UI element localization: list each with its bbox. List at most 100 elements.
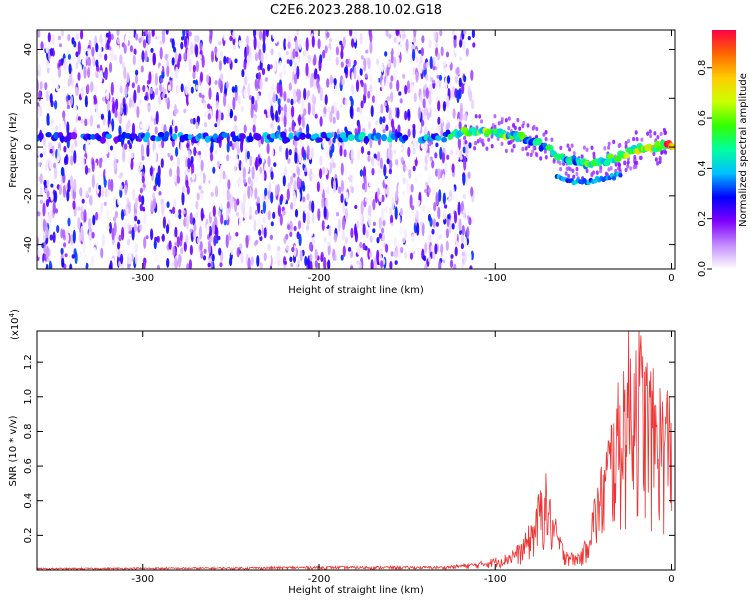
noise-speck-2026	[296, 30, 300, 36]
noise-speck-1997	[183, 52, 187, 61]
noise-speck-2337	[458, 121, 462, 130]
noise-speck-2174	[210, 192, 214, 197]
noise-speck-2295	[299, 250, 303, 262]
noise-speck-1205	[267, 108, 271, 119]
noise-speck-2568	[460, 201, 464, 212]
halo-speck-140	[564, 171, 568, 176]
noise-speck-2198	[37, 30, 41, 38]
noise-speck-1708	[381, 233, 386, 242]
noise-speck-516	[157, 201, 162, 212]
noise-speck-2446	[239, 82, 243, 92]
noise-speck-692	[70, 155, 74, 166]
noise-speck-1806	[123, 103, 127, 116]
noise-speck-2243	[131, 122, 136, 136]
noise-speck-1792	[108, 123, 112, 136]
noise-speck-2402	[291, 246, 295, 253]
snr-ytick-label-4: 1.0	[23, 389, 34, 405]
noise-speck-2269	[344, 126, 348, 133]
noise-speck-2306	[410, 143, 414, 156]
noise-speck-2071	[285, 50, 289, 56]
noise-speck-1384	[196, 95, 201, 110]
noise-speck-1704	[295, 51, 299, 58]
noise-speck-2456	[389, 81, 393, 90]
noise-speck-1846	[218, 109, 222, 122]
noise-speck-1261	[428, 92, 432, 106]
noise-speck-946	[321, 220, 325, 231]
noise-speck-1963	[77, 41, 81, 55]
noise-speck-260	[82, 240, 86, 254]
noise-speck-1068	[77, 116, 81, 121]
noise-speck-447	[442, 39, 446, 47]
noise-speck-1938	[374, 93, 378, 106]
noise-speck-949	[199, 71, 204, 83]
noise-speck-2561	[332, 116, 336, 124]
noise-speck-1067	[471, 141, 475, 147]
spec-ytick-label-4: 40	[23, 43, 34, 56]
noise-speck-500	[265, 212, 269, 218]
noise-speck-1826	[435, 221, 439, 227]
halo-speck-47	[617, 143, 621, 149]
noise-speck-1798	[432, 218, 436, 229]
noise-speck-1801	[340, 49, 344, 60]
noise-speck-2330	[335, 46, 339, 56]
ridge-mark-21	[105, 133, 112, 139]
noise-speck-2358	[91, 46, 95, 57]
noise-speck-1929	[423, 62, 427, 71]
noise-speck-2321	[332, 162, 336, 169]
halo-speck-63	[542, 132, 546, 137]
noise-speck-2531	[263, 109, 267, 115]
noise-speck-348	[331, 105, 335, 114]
noise-speck-1676	[293, 179, 297, 191]
noise-speck-1093	[100, 247, 104, 259]
noise-speck-2541	[258, 157, 262, 165]
noise-speck-2291	[133, 223, 137, 233]
noise-speck-1489	[309, 260, 313, 269]
halo-speck-77	[475, 125, 479, 130]
halo-speck-150	[500, 141, 504, 146]
noise-speck-2254	[130, 153, 134, 159]
noise-speck-1890	[58, 59, 62, 67]
noise-speck-1350	[411, 205, 415, 211]
noise-speck-1827	[329, 111, 333, 123]
noise-speck-1750	[339, 202, 343, 215]
noise-speck-1874	[231, 86, 235, 93]
snr-ytick-label-5: 1.2	[23, 354, 34, 370]
noise-speck-235	[445, 240, 449, 251]
noise-speck-2364	[459, 56, 463, 62]
noise-speck-290	[436, 74, 440, 79]
ridge-mark-248	[670, 143, 675, 150]
noise-speck-139	[369, 195, 373, 202]
noise-speck-2221	[301, 99, 305, 113]
noise-speck-1390	[83, 220, 88, 231]
ridge-mark-38	[157, 131, 165, 138]
noise-speck-2286	[295, 262, 299, 269]
noise-speck-2431	[139, 123, 143, 129]
noise-speck-1347	[293, 194, 297, 207]
ridge-mark-121	[402, 134, 409, 141]
noise-speck-1456	[448, 56, 452, 65]
noise-speck-1796	[287, 224, 291, 230]
halo-speck-199	[664, 130, 668, 135]
noise-speck-1954	[112, 150, 116, 160]
noise-speck-1078	[405, 166, 409, 171]
noise-speck-2451	[243, 139, 247, 151]
noise-speck-1049	[378, 233, 382, 239]
noise-speck-707	[214, 149, 218, 155]
noise-speck-2505	[270, 146, 274, 159]
noise-speck-1843	[322, 49, 326, 59]
noise-speck-2108	[465, 144, 469, 158]
noise-speck-130	[297, 220, 302, 230]
noise-speck-2400	[204, 111, 208, 118]
noise-speck-2271	[415, 71, 419, 83]
noise-speck-1868	[349, 95, 353, 102]
noise-speck-3	[382, 219, 386, 227]
noise-speck-537	[412, 165, 416, 172]
noise-speck-2210	[270, 191, 274, 204]
noise-speck-608	[421, 205, 425, 212]
noise-speck-1962	[159, 83, 163, 92]
cb-tick-label-2: 0.4	[697, 160, 708, 176]
noise-speck-1431	[230, 195, 234, 209]
ridge-mark-6	[59, 135, 65, 143]
halo-speck-216	[544, 155, 548, 160]
noise-speck-2353	[405, 38, 409, 52]
